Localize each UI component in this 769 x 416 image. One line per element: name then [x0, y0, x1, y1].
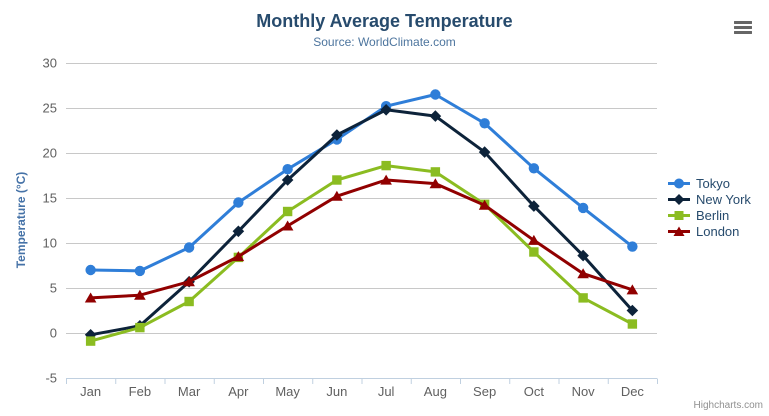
x-axis-label: Jul [378, 384, 395, 399]
data-point[interactable] [84, 329, 97, 341]
data-point[interactable] [528, 163, 540, 174]
legend-item-new-york[interactable]: New York [667, 193, 751, 206]
legend-item-london[interactable]: London [667, 225, 751, 238]
data-point[interactable] [627, 319, 638, 329]
data-point[interactable] [626, 304, 639, 317]
data-point[interactable] [134, 289, 146, 300]
data-point[interactable] [332, 175, 342, 185]
legend-item-tokyo[interactable]: Tokyo [667, 177, 751, 190]
y-axis-label: 30 [43, 56, 57, 71]
legend-item-berlin[interactable]: Berlin [667, 209, 751, 222]
legend-marker-square-icon [668, 211, 690, 220]
data-point[interactable] [429, 110, 442, 122]
x-axis-label: Aug [424, 384, 447, 399]
data-point[interactable] [577, 202, 589, 214]
data-point[interactable] [627, 241, 638, 252]
x-axis-label: Oct [524, 384, 545, 399]
data-point[interactable] [183, 242, 195, 253]
chart-title: Monthly Average Temperature [256, 11, 513, 31]
data-point[interactable] [282, 206, 293, 217]
data-point[interactable] [430, 167, 441, 177]
data-point[interactable] [84, 292, 97, 303]
hamburger-icon [734, 20, 752, 34]
data-point[interactable] [282, 164, 293, 175]
data-point[interactable] [528, 234, 540, 245]
chart-context-menu-button[interactable] [732, 17, 754, 39]
data-point[interactable] [85, 264, 96, 276]
data-point[interactable] [380, 104, 392, 116]
x-axis-label: Mar [178, 384, 201, 399]
legend-marker-circle-icon [668, 178, 690, 189]
data-point[interactable] [577, 249, 589, 262]
y-axis-label: 15 [43, 191, 57, 206]
data-point[interactable] [429, 178, 442, 189]
data-point[interactable] [281, 174, 294, 186]
legend-label: London [696, 224, 740, 239]
x-axis-label: Jan [80, 384, 101, 399]
y-axis-title: Temperature (°C) [14, 172, 28, 269]
y-axis-label: -5 [45, 371, 57, 386]
data-point[interactable] [281, 220, 294, 231]
data-point[interactable] [85, 336, 96, 346]
data-point[interactable] [478, 146, 491, 158]
x-axis-label: Jun [326, 384, 347, 399]
data-point[interactable] [577, 268, 589, 279]
x-axis-label: May [275, 384, 300, 399]
x-axis-label: Nov [572, 384, 596, 399]
legend-marker-diamond-icon [668, 194, 690, 205]
y-axis-label: 5 [50, 281, 57, 296]
legend-marker-triangle-icon [668, 226, 690, 236]
data-point[interactable] [380, 174, 392, 185]
credits-link[interactable]: Highcharts.com [693, 400, 763, 411]
y-axis-label: 0 [50, 326, 57, 341]
series-line-london [89, 178, 634, 300]
data-point[interactable] [135, 322, 145, 333]
data-point[interactable] [529, 247, 539, 257]
data-point[interactable] [184, 296, 194, 307]
data-point[interactable] [134, 265, 146, 277]
x-axis-label: Dec [621, 384, 645, 399]
legend: Tokyo New York Berlin London [667, 177, 751, 238]
data-point[interactable] [478, 199, 491, 210]
series-line-new-york [89, 108, 634, 337]
y-axis-label: 25 [43, 101, 57, 116]
y-axis-label: 20 [43, 146, 57, 161]
data-point[interactable] [232, 251, 245, 262]
legend-label: Berlin [696, 208, 730, 223]
data-point[interactable] [479, 118, 490, 129]
data-point[interactable] [381, 160, 391, 171]
x-axis-label: Feb [129, 384, 151, 399]
series-line-berlin [89, 164, 634, 343]
data-point[interactable] [430, 89, 441, 100]
chart-subtitle: Source: WorldClimate.com [313, 35, 456, 49]
data-point[interactable] [183, 276, 195, 287]
data-point[interactable] [331, 190, 343, 201]
data-point[interactable] [233, 197, 244, 208]
x-axis-label: Sep [473, 384, 496, 399]
data-point[interactable] [578, 293, 588, 303]
data-point[interactable] [626, 284, 639, 295]
x-axis-label: Apr [228, 384, 249, 399]
y-axis-label: 10 [43, 236, 57, 251]
data-point[interactable] [232, 225, 245, 238]
data-point[interactable] [528, 200, 540, 212]
legend-label: Tokyo [696, 176, 730, 191]
data-point[interactable] [331, 129, 343, 141]
legend-label: New York [696, 192, 751, 207]
